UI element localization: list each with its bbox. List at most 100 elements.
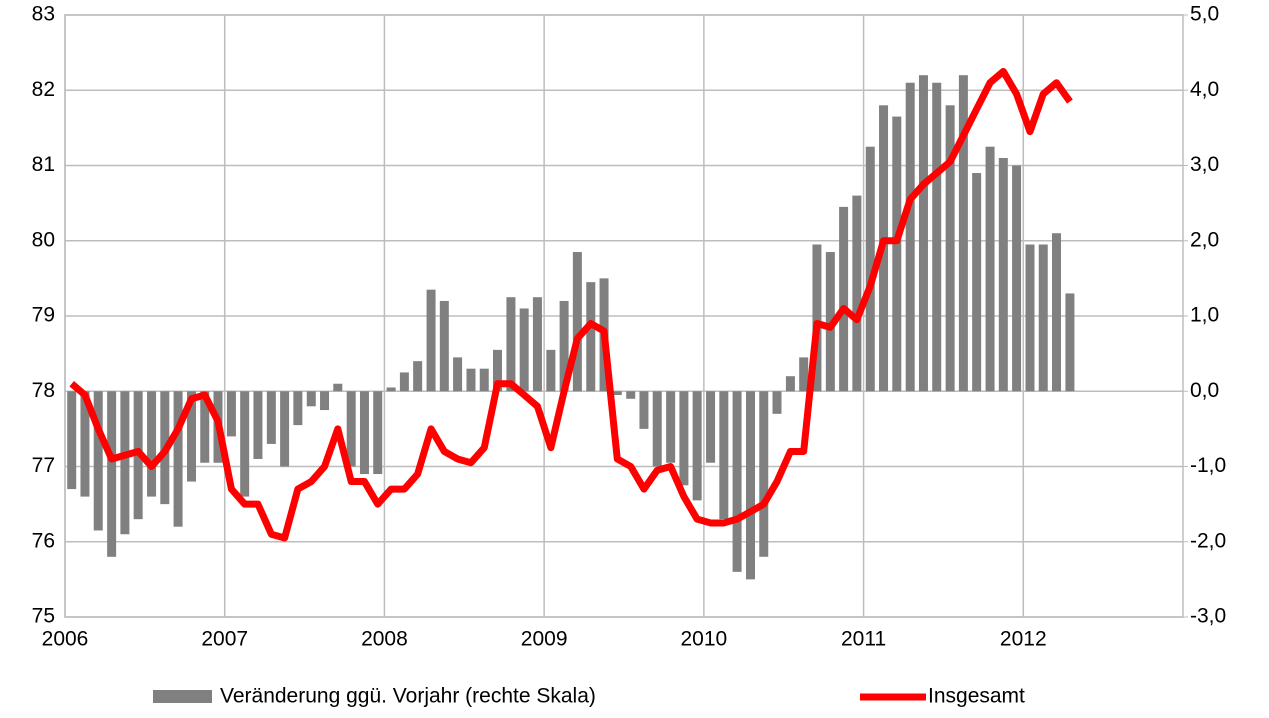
bar bbox=[865, 146, 875, 392]
x-tick-label: 2007 bbox=[201, 628, 248, 651]
bar bbox=[559, 300, 569, 392]
x-tick-label: 2010 bbox=[680, 628, 727, 651]
bar bbox=[253, 391, 263, 459]
bar bbox=[67, 391, 77, 490]
y2-tick-label: 3,0 bbox=[1190, 153, 1219, 176]
bar bbox=[386, 387, 396, 392]
bar bbox=[772, 391, 782, 414]
plot-frame bbox=[64, 14, 1184, 618]
bar bbox=[918, 75, 928, 392]
y2-tick-label: 4,0 bbox=[1190, 78, 1219, 101]
bar bbox=[972, 173, 982, 392]
bar bbox=[80, 391, 90, 497]
bar bbox=[586, 282, 596, 392]
bar bbox=[1012, 165, 1022, 392]
bar bbox=[985, 146, 995, 392]
bar bbox=[905, 82, 915, 392]
x-tick-label: 2011 bbox=[841, 628, 886, 651]
bar bbox=[439, 300, 449, 392]
bar bbox=[945, 105, 955, 392]
bar bbox=[147, 391, 157, 497]
x-tick-label: 2009 bbox=[521, 628, 568, 651]
y2-tick-label: 5,0 bbox=[1190, 3, 1219, 26]
y-tick-label: 76 bbox=[32, 529, 55, 552]
bar bbox=[173, 391, 183, 527]
legend-label: Veränderung ggü. Vorjahr (rechte Skala) bbox=[220, 685, 596, 708]
bar bbox=[519, 308, 529, 392]
bar bbox=[679, 391, 689, 486]
y-tick-label: 83 bbox=[32, 3, 55, 26]
y2-tick-label: -1,0 bbox=[1190, 454, 1226, 477]
y2-tick-label: -3,0 bbox=[1190, 605, 1226, 628]
x-tick-label: 2012 bbox=[1000, 628, 1047, 651]
legend-label: Insgesamt bbox=[928, 685, 1025, 708]
bar bbox=[639, 391, 649, 429]
bar bbox=[453, 357, 463, 392]
bar bbox=[626, 391, 636, 399]
y2-tick-label: 0,0 bbox=[1190, 379, 1219, 402]
bar bbox=[493, 349, 503, 392]
y2-tick-label: -2,0 bbox=[1190, 529, 1226, 552]
bar bbox=[413, 361, 423, 392]
bar bbox=[120, 391, 130, 535]
y-tick-label: 82 bbox=[32, 78, 55, 101]
bar bbox=[333, 383, 343, 392]
bar bbox=[466, 368, 476, 392]
bar bbox=[799, 357, 809, 392]
bar bbox=[1025, 244, 1035, 392]
bar bbox=[958, 75, 968, 392]
bar bbox=[998, 157, 1008, 392]
bar bbox=[240, 391, 250, 497]
bar bbox=[399, 372, 409, 392]
x-tick-label: 2008 bbox=[361, 628, 408, 651]
y-tick-label: 79 bbox=[32, 304, 55, 327]
bar bbox=[706, 391, 716, 463]
bar bbox=[506, 297, 516, 392]
bar bbox=[346, 391, 356, 467]
bar bbox=[320, 391, 330, 411]
bar bbox=[426, 289, 436, 392]
bar bbox=[852, 195, 862, 392]
y-tick-label: 80 bbox=[32, 228, 55, 251]
bar bbox=[186, 391, 196, 482]
bar bbox=[226, 391, 236, 437]
legend-swatch bbox=[153, 690, 212, 703]
bar bbox=[1052, 233, 1062, 392]
bar bbox=[1038, 244, 1048, 392]
y2-tick-label: 2,0 bbox=[1190, 228, 1219, 251]
bar bbox=[745, 391, 755, 580]
bar bbox=[732, 391, 742, 572]
bar bbox=[1065, 293, 1075, 392]
bar bbox=[612, 391, 622, 396]
line bbox=[69, 67, 1073, 542]
bar bbox=[652, 391, 662, 467]
y-tick-label: 77 bbox=[32, 454, 55, 477]
bar bbox=[932, 82, 942, 392]
bar bbox=[785, 376, 795, 392]
bar bbox=[373, 391, 383, 475]
bar bbox=[572, 252, 582, 392]
x-tick-label: 2006 bbox=[42, 628, 89, 651]
bar bbox=[479, 368, 489, 392]
bar bbox=[293, 391, 303, 426]
bar bbox=[532, 297, 542, 392]
bar bbox=[666, 391, 676, 463]
bar bbox=[759, 391, 769, 557]
bar bbox=[359, 391, 369, 475]
y-tick-label: 81 bbox=[32, 153, 55, 176]
bar bbox=[892, 116, 902, 392]
bar bbox=[839, 206, 849, 392]
bar bbox=[266, 391, 276, 444]
y-tick-label: 78 bbox=[32, 379, 55, 402]
bar bbox=[812, 244, 822, 392]
bar bbox=[719, 391, 729, 520]
bar bbox=[692, 391, 702, 501]
bar bbox=[93, 391, 103, 531]
y2-tick-label: 1,0 bbox=[1190, 304, 1219, 327]
y-tick-label: 75 bbox=[32, 605, 55, 628]
bar bbox=[306, 391, 316, 407]
bar bbox=[200, 391, 210, 463]
bar bbox=[280, 391, 290, 467]
bar bbox=[107, 391, 117, 557]
